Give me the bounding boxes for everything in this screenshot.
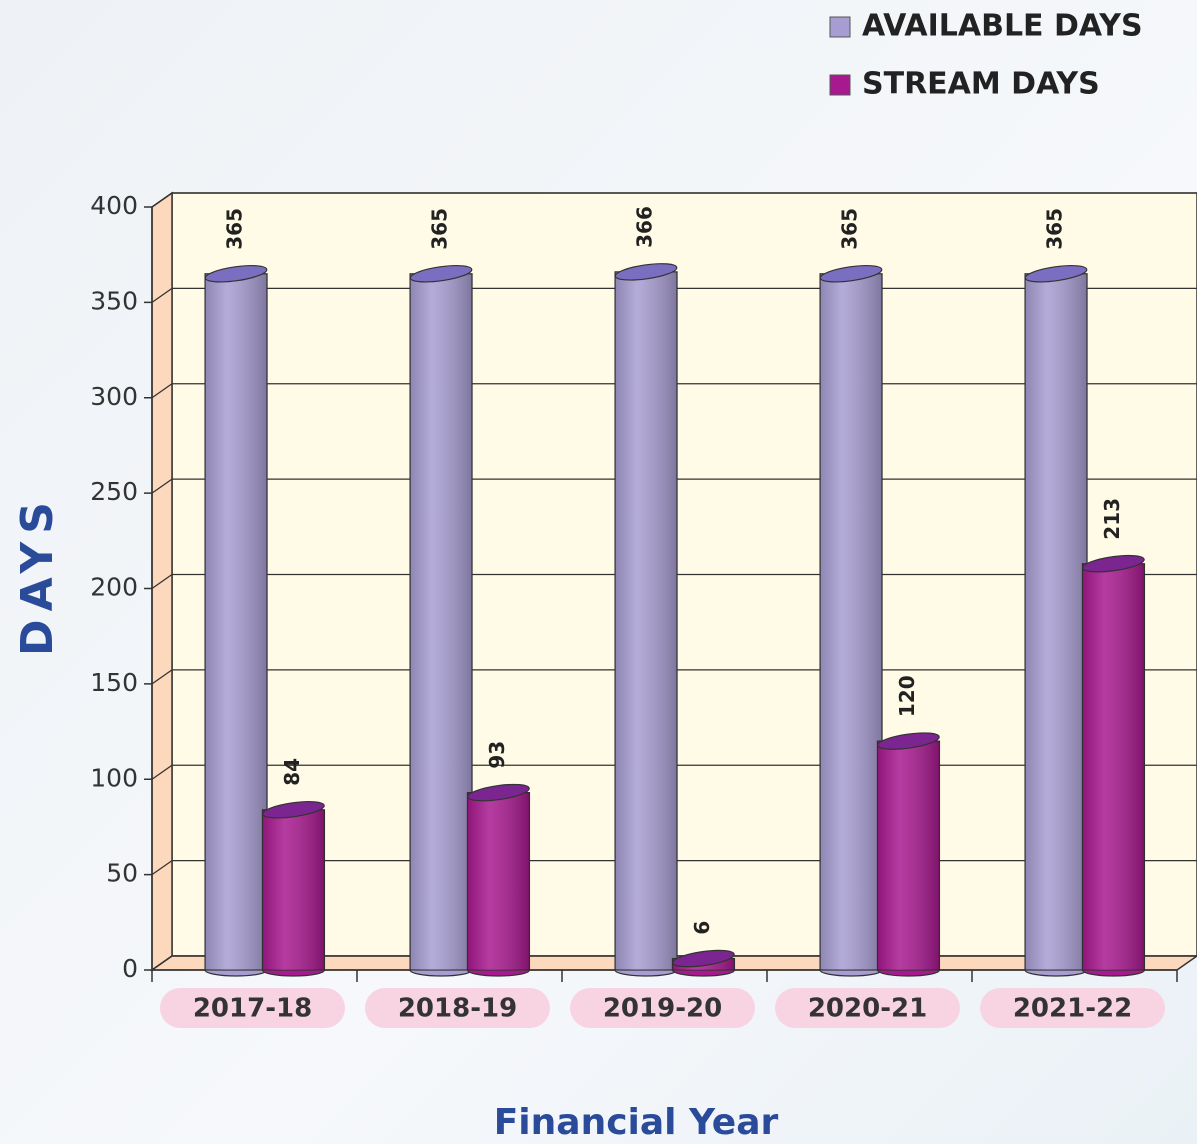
bar-top [1024,264,1088,283]
data-label: 365 [428,208,452,250]
bar-shade [820,273,883,970]
grid-line [151,573,173,590]
y-tick-label: 0 [122,954,138,983]
grid-line [151,955,173,971]
bar-top [614,263,678,281]
grid-line [151,192,173,208]
y-tick-label: 350 [90,286,138,315]
bar-shade [1082,563,1145,970]
data-label: 84 [280,758,304,786]
y-tick-label: 400 [90,191,138,220]
category-pill [980,988,1165,1028]
grid-line [151,860,173,876]
bar-top [672,949,735,968]
y-axis-label: DAYS [12,494,63,656]
legend-swatch [829,74,851,96]
grid-line [151,669,173,685]
data-label: 365 [1043,208,1067,250]
bar-top [409,264,473,283]
data-label: 365 [838,208,862,250]
bar-top [262,801,325,819]
plot [144,191,1197,982]
bar-shade [262,809,325,970]
bar-shade [877,741,940,970]
legend: AVAILABLE DAYS STREAM DAYS [829,9,1143,102]
legend-label: STREAM DAYS [862,67,1100,102]
data-label: 366 [633,206,657,248]
bar-top [467,783,530,802]
x-tick-label: 2017-18 [193,994,312,1024]
grid-line [151,287,173,303]
data-label: 6 [690,921,714,935]
y-tick-label: 150 [90,668,138,697]
bar-top [877,732,940,750]
x-tick-label: 2018-19 [398,994,517,1024]
data-label: 365 [223,208,247,250]
legend-swatch [829,16,851,38]
data-label: 93 [485,741,509,769]
y-tick-label: 50 [106,859,138,888]
x-tick-label: 2019-20 [603,994,722,1024]
x-tick-label: 2020-21 [808,994,927,1024]
bar-shade [467,792,530,970]
legend-label: AVAILABLE DAYS [862,9,1143,44]
bar-top [819,264,883,283]
data-label: 213 [1100,498,1124,540]
x-tick-label: 2021-22 [1013,994,1132,1024]
category-pill [570,988,755,1028]
y-tick-label: 100 [90,763,138,792]
bar-top [1082,554,1145,573]
bar-top [204,264,268,283]
y-tick-label: 200 [90,573,138,602]
y-tick-label: 250 [90,477,138,506]
category-pill [160,988,345,1028]
y-tick-label: 300 [90,382,138,411]
bar-shade [615,271,678,971]
x-axis-label: Financial Year [494,1102,779,1143]
bar-shade [1025,273,1088,970]
grid-line [151,764,173,780]
data-label: 120 [895,675,919,717]
bar-shade [205,273,268,970]
bar-shade [410,273,473,970]
category-pill [365,988,550,1028]
category-pill [775,988,960,1028]
grid-line [151,478,173,494]
grid-line [151,383,173,399]
